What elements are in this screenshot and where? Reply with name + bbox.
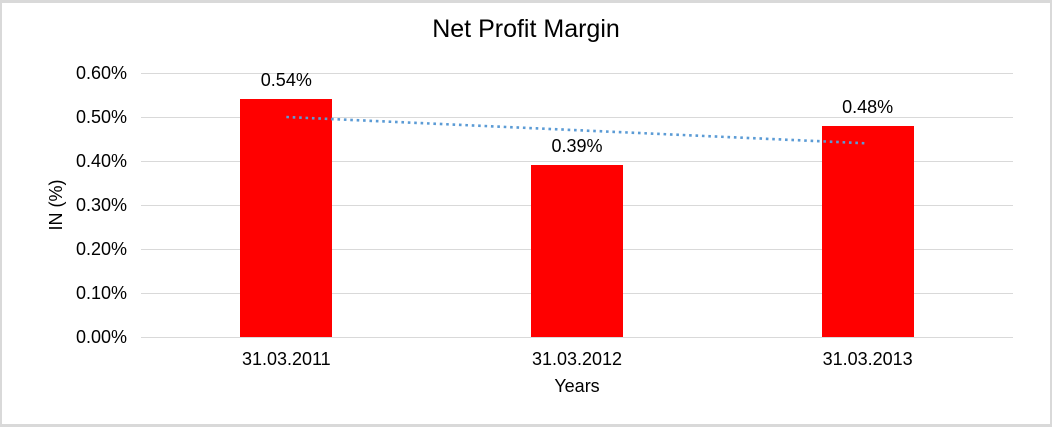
gridline bbox=[141, 72, 1013, 74]
x-tick-label: 31.03.2012 bbox=[531, 349, 623, 369]
y-tick-label: 0.10% bbox=[75, 283, 127, 303]
gridline bbox=[141, 336, 1013, 338]
bar bbox=[240, 99, 333, 337]
x-tick-label: 31.03.2011 bbox=[241, 349, 331, 369]
x-tick-label: 31.03.2013 bbox=[822, 349, 913, 369]
y-tick-label: 0.00% bbox=[75, 327, 127, 347]
y-tick-label: 0.40% bbox=[75, 151, 127, 171]
chart-title: Net Profit Margin bbox=[432, 15, 620, 43]
bar-value-label: 0.54% bbox=[260, 70, 312, 91]
x-axis-title: Years bbox=[554, 376, 600, 396]
trendline-path bbox=[286, 115, 868, 145]
gridline bbox=[141, 116, 1013, 118]
plot-area: Years 0.00% 0.10% 0.20% 0.30% 0.40% 0.50% 0.60… bbox=[76, 63, 1013, 396]
bar-value-label: 0.48% bbox=[842, 96, 894, 117]
bar-value-label: 0.39% bbox=[551, 136, 603, 157]
gridline bbox=[141, 160, 1013, 162]
trendline bbox=[286, 115, 868, 145]
y-tick-label: 0.20% bbox=[75, 239, 127, 259]
bar bbox=[531, 165, 623, 337]
y-tick-label: 0.60% bbox=[75, 63, 127, 83]
y-tick-label: 0.30% bbox=[75, 195, 127, 215]
y-tick-label: 0.50% bbox=[75, 107, 127, 127]
bar bbox=[821, 125, 914, 337]
